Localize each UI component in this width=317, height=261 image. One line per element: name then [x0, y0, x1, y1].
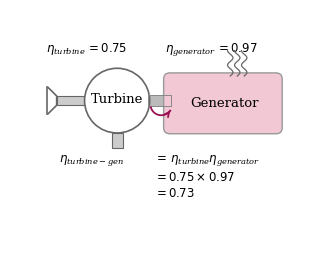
- Bar: [148, 95, 171, 106]
- FancyBboxPatch shape: [164, 73, 282, 134]
- Text: Generator: Generator: [190, 97, 259, 110]
- Bar: [57, 96, 85, 105]
- Circle shape: [85, 68, 150, 133]
- Text: $\eta_{\mathregular{turbine-gen}}$: $\eta_{\mathregular{turbine-gen}}$: [59, 153, 124, 168]
- Text: $=0.75\times0.97$: $=0.75\times0.97$: [154, 171, 236, 184]
- Text: $=0.73$: $=0.73$: [154, 187, 195, 199]
- Text: $\eta_{\mathregular{turbine}}$$\,=0.75$: $\eta_{\mathregular{turbine}}$$\,=0.75$: [46, 40, 127, 57]
- Text: Turbine: Turbine: [91, 93, 143, 106]
- Bar: [112, 133, 123, 148]
- Text: $\eta_{\mathregular{generator}}$$\,=0.97$: $\eta_{\mathregular{generator}}$$\,=0.97…: [165, 40, 258, 58]
- Text: $=\,\eta_{\mathregular{turbine}}\eta_{\mathregular{generator}}$: $=\,\eta_{\mathregular{turbine}}\eta_{\m…: [154, 153, 260, 168]
- Bar: [148, 95, 171, 106]
